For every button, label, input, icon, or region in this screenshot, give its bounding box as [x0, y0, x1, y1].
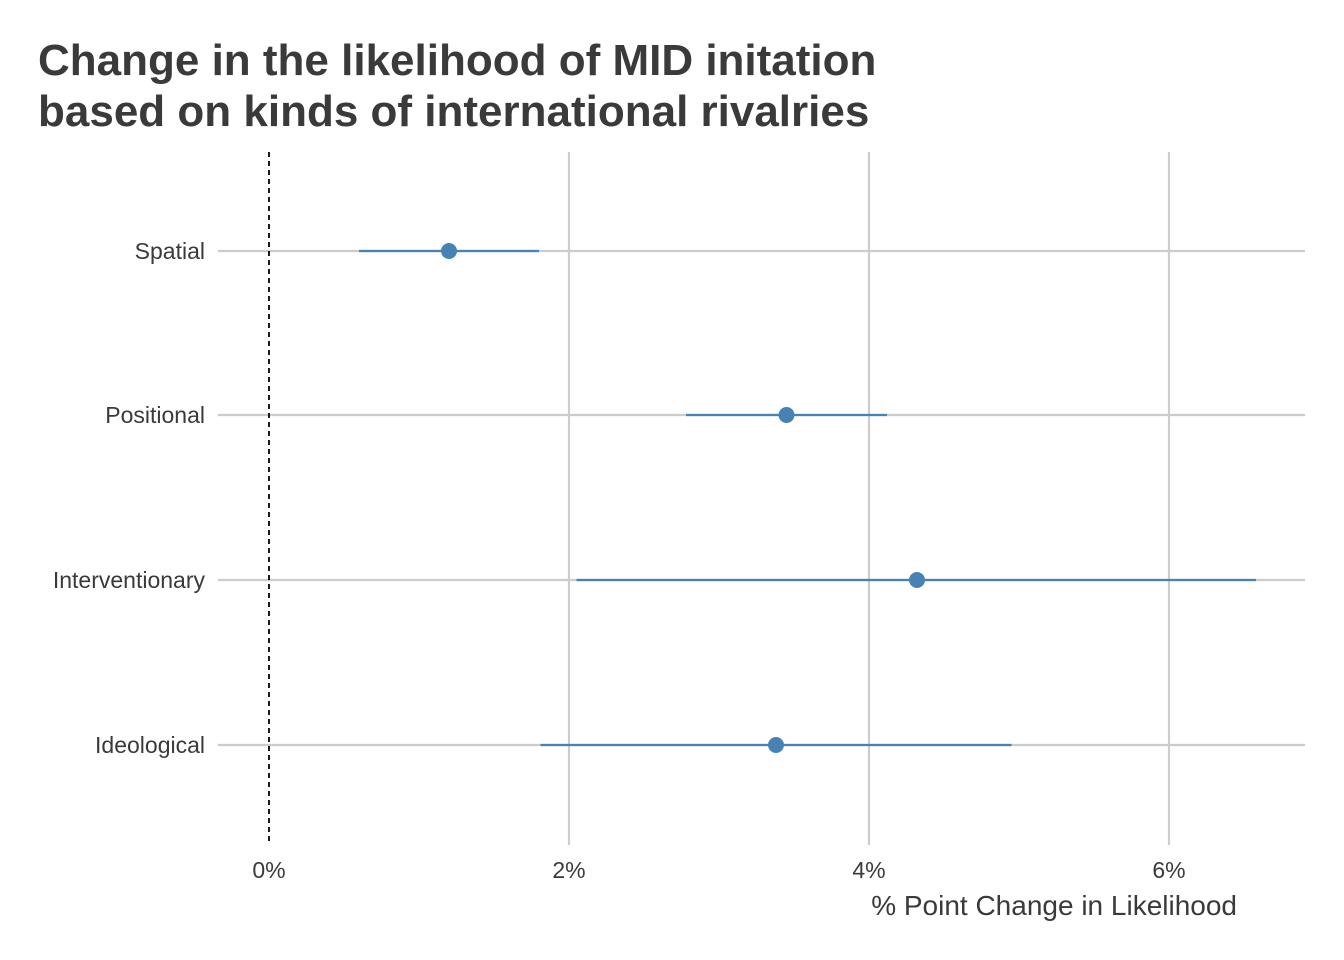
x-tick-label: 2%	[552, 857, 585, 883]
point-estimate-spatial	[441, 243, 457, 259]
point-estimate-ideological	[768, 737, 784, 753]
point-estimate-interventionary	[909, 572, 925, 588]
chart-title-line-1: Change in the likelihood of MID initatio…	[38, 36, 876, 85]
x-tick-label: 0%	[252, 857, 285, 883]
y-axis-tick-labels: Spatial Positional Interventionary Ideologi…	[53, 238, 206, 758]
grid-lines	[218, 152, 1305, 845]
x-axis-label: % Point Change in Likelihood	[871, 890, 1237, 921]
x-tick-label: 6%	[1152, 857, 1185, 883]
data-marks	[359, 243, 1256, 753]
chart-title-line-2: based on kinds of international rivalrie…	[38, 87, 869, 136]
x-tick-label: 4%	[852, 857, 885, 883]
y-tick-label: Interventionary	[53, 567, 206, 593]
y-tick-label: Positional	[105, 402, 205, 428]
point-estimate-positional	[778, 407, 795, 423]
y-tick-label: Spatial	[135, 238, 205, 264]
x-axis-tick-labels: 0% 2% 4% 6%	[252, 857, 1185, 883]
y-tick-label: Ideological	[95, 732, 205, 758]
